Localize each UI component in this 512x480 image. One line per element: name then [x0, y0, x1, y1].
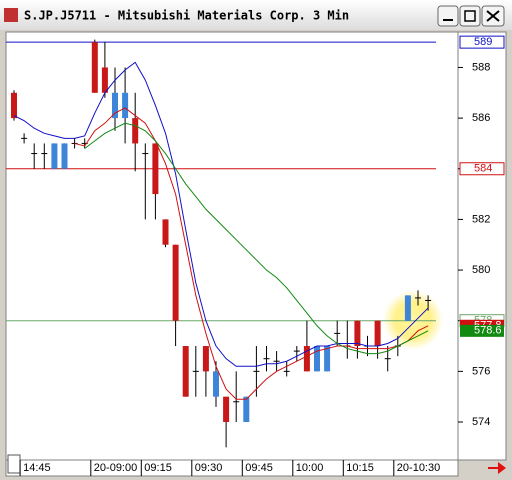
- candle-body: [233, 401, 240, 403]
- candle-body: [61, 143, 68, 169]
- candle-body: [213, 371, 219, 397]
- scroll-box[interactable]: [7, 454, 21, 474]
- moving-average-line: [74, 107, 429, 400]
- candle-body: [263, 358, 270, 360]
- price-tag-label: 589: [474, 36, 492, 48]
- candle-body: [41, 153, 48, 155]
- candle-body: [112, 92, 118, 119]
- candle-body: [91, 42, 98, 93]
- candle-body: [273, 360, 280, 362]
- moving-average-line: [84, 122, 429, 355]
- price-tag: [459, 162, 505, 176]
- y-axis-panel: [457, 31, 507, 461]
- x-tick-label: 10:15: [346, 462, 374, 474]
- plot-area: [5, 31, 459, 461]
- y-tick-label: 580: [472, 264, 490, 276]
- candle-body: [172, 244, 179, 321]
- candle-body: [142, 153, 149, 155]
- close-button[interactable]: [481, 5, 505, 27]
- minimize-button[interactable]: [437, 5, 459, 27]
- y-tick-label: 586: [472, 112, 490, 124]
- candle-body: [404, 295, 411, 321]
- window-title: S.JP.J5711 - Mitsubishi Materials Corp. …: [24, 9, 349, 23]
- candle-body: [415, 297, 421, 299]
- candle-body: [243, 396, 250, 423]
- x-tick-label: 20-09:00: [94, 462, 137, 474]
- x-tick-label: 09:15: [144, 462, 172, 474]
- candle-body: [122, 92, 129, 119]
- y-tick-label: 574: [472, 416, 490, 428]
- app-icon: [4, 8, 18, 22]
- candle-body: [425, 299, 432, 301]
- maximize-button[interactable]: [459, 5, 481, 27]
- scroll-arrow[interactable]: [488, 462, 506, 474]
- candle-body: [152, 143, 159, 195]
- y-tick-label: 588: [472, 61, 490, 73]
- x-axis-panel: [5, 459, 459, 477]
- candle-body: [223, 396, 230, 423]
- title-bar: [0, 0, 512, 30]
- candle-body: [283, 370, 290, 372]
- candle-body: [374, 320, 381, 347]
- candle-body: [384, 358, 391, 360]
- candle-body: [314, 346, 320, 372]
- y-tick-label: 576: [472, 365, 490, 377]
- x-tick-label: 10:00: [296, 462, 324, 474]
- candle-body: [31, 153, 38, 155]
- candle-body: [101, 67, 108, 93]
- candle-body: [11, 92, 17, 119]
- candle-body: [81, 142, 88, 144]
- x-tick-label: 20-10:30: [397, 462, 440, 474]
- x-tick-label: 09:30: [195, 462, 223, 474]
- candle-body: [303, 346, 310, 372]
- candle-body: [253, 370, 260, 372]
- candle-body: [334, 332, 341, 334]
- candle-body: [324, 346, 331, 372]
- candle-body: [162, 219, 169, 245]
- candle-body: [192, 370, 199, 372]
- candle-body: [132, 118, 139, 144]
- candle-body: [293, 350, 300, 352]
- moving-average-line: [13, 61, 429, 367]
- candle-body: [354, 320, 361, 347]
- y-tick-label: 582: [472, 213, 490, 225]
- candle-body: [182, 346, 189, 397]
- x-tick-label: 14:45: [23, 462, 51, 474]
- candle-body: [21, 137, 28, 139]
- price-tag: [459, 35, 505, 49]
- x-tick-label: 09:45: [245, 462, 273, 474]
- price-tag-label: 578.6: [474, 325, 502, 337]
- candle-body: [51, 143, 58, 169]
- price-tag-label: 584: [474, 163, 492, 175]
- price-tag: [460, 324, 504, 337]
- candle-body: [202, 346, 209, 372]
